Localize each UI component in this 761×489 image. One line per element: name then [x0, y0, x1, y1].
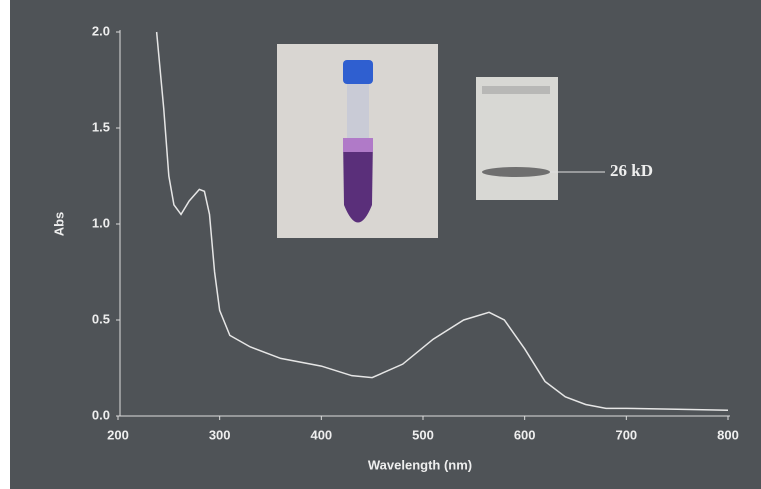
x-tick-label: 200: [107, 427, 129, 442]
gel-image: [476, 77, 605, 200]
y-tick-label: 0.5: [92, 311, 110, 326]
x-tick-label: 500: [412, 427, 434, 442]
left-border: [0, 0, 10, 489]
y-tick-label: 2.0: [92, 23, 110, 38]
tube-photo: [277, 44, 438, 238]
y-axis-label: Abs: [51, 212, 66, 237]
spectrum-line: [155, 31, 729, 411]
x-tick-label: 700: [615, 427, 637, 442]
x-axis-label: Wavelength (nm): [368, 457, 472, 472]
y-tick-label: 0.0: [92, 407, 110, 422]
x-tick-label: 300: [209, 427, 231, 442]
x-tick-label: 400: [310, 427, 332, 442]
y-tick-label: 1.0: [92, 215, 110, 230]
x-tick-label: 800: [717, 427, 739, 442]
x-tick-label: 600: [514, 427, 536, 442]
y-tick-label: 1.5: [92, 119, 110, 134]
annotation: 26 kD: [610, 161, 653, 180]
